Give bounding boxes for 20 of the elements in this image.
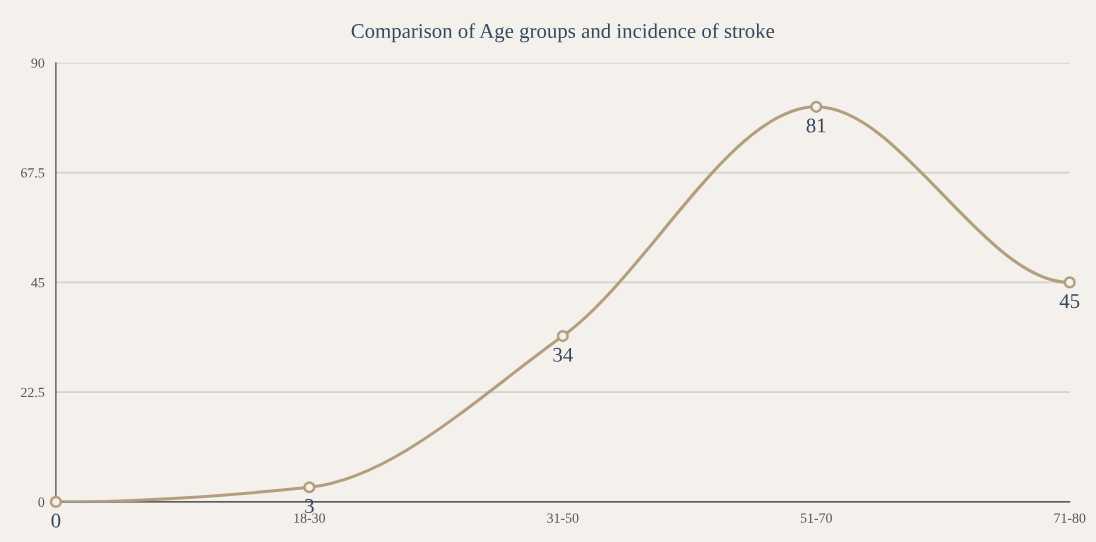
point — [303, 481, 316, 494]
point — [1063, 276, 1076, 289]
point — [556, 329, 569, 343]
data-label: 45 — [1059, 294, 1080, 309]
x-tick-label: 18-30 — [294, 513, 326, 523]
data-label: 34 — [553, 347, 573, 362]
point — [49, 495, 63, 508]
chart-title: Comparison of Age groups and incidence of stroke — [351, 23, 775, 43]
y-tick-label: 90 — [31, 58, 45, 68]
data-label: 3 — [305, 499, 314, 514]
x-tick-label: 51-70 — [800, 513, 832, 523]
y-tick-label: 0 — [38, 497, 45, 507]
y-tick-label: 22.5 — [21, 387, 45, 398]
x-tick-label: 31-50 — [547, 513, 579, 523]
y-tick-label: 45 — [31, 278, 45, 288]
y-tick-label: 67.5 — [21, 168, 45, 178]
point — [810, 100, 823, 113]
x-tick-label: 71-80 — [1054, 513, 1086, 523]
data-label: 81 — [806, 118, 826, 133]
data-label: 0 — [51, 513, 61, 528]
